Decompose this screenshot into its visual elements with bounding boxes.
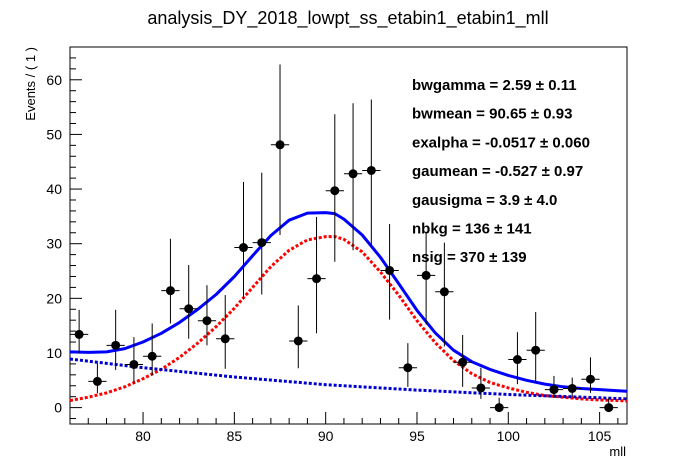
y-axis-label: Events / ( 1 ) <box>23 47 38 121</box>
data-point <box>216 295 235 369</box>
data-point <box>252 172 271 295</box>
total-fit-curve <box>69 211 628 393</box>
data-marker <box>458 357 468 367</box>
data-point <box>106 309 125 370</box>
fit-param-exalpha: exalpha = -0.0517 ± 0.060 <box>412 134 590 151</box>
data-point <box>343 103 363 251</box>
data-point <box>179 265 198 339</box>
plot-frame <box>69 46 628 425</box>
x-tick-label: 85 <box>227 428 243 444</box>
signal-curve <box>69 235 628 403</box>
fit-parameter-box: bwgamma = 2.59 ± 0.11 bwmean = 90.65 ± 0.… <box>412 77 590 266</box>
data-point <box>197 285 217 346</box>
data-marker <box>74 329 84 339</box>
data-point <box>124 337 144 384</box>
fit-param-nbkg: nbkg = 136 ± 141 <box>412 221 532 238</box>
data-point <box>398 343 417 387</box>
fit-curves <box>69 211 628 403</box>
data-point <box>70 309 89 354</box>
background-curve <box>69 357 628 401</box>
data-point <box>508 332 527 385</box>
y-tick-label: 60 <box>46 72 62 88</box>
chart-title: analysis_DY_2018_lowpt_ss_etabin1_etabin… <box>147 8 548 29</box>
data-point <box>453 334 472 387</box>
data-marker <box>147 351 157 361</box>
data-point <box>416 231 436 325</box>
data-marker <box>585 374 595 384</box>
fit-param-bwmean: bwmean = 90.65 ± 0.93 <box>412 106 572 123</box>
y-axis: 0 10 20 30 40 50 60 <box>46 57 82 420</box>
data-marker <box>531 345 541 355</box>
data-marker <box>476 383 486 393</box>
data-marker <box>421 270 431 280</box>
data-marker <box>111 340 121 350</box>
data-point <box>289 305 308 369</box>
data-point <box>234 181 253 300</box>
data-marker <box>567 383 577 393</box>
fit-param-gaumean: gaumean = -0.527 ± 0.97 <box>412 163 583 180</box>
data-point <box>161 238 180 324</box>
x-tick-label: 90 <box>318 428 334 444</box>
data-marker <box>385 265 395 275</box>
data-marker <box>604 403 614 413</box>
data-marker <box>184 304 194 314</box>
data-point <box>270 64 290 235</box>
y-tick-label: 10 <box>46 345 62 361</box>
data-marker <box>330 186 340 196</box>
data-point <box>362 99 381 247</box>
data-point <box>307 216 326 334</box>
data-marker <box>129 359 139 369</box>
data-point <box>490 397 509 413</box>
x-axis-label: mll <box>609 444 626 459</box>
y-tick-label: 30 <box>46 236 62 252</box>
x-tick-label: 80 <box>135 428 151 444</box>
y-tick-label: 20 <box>46 290 62 306</box>
data-point <box>325 114 344 262</box>
y-tick-label: 50 <box>46 126 62 142</box>
data-point <box>526 311 545 384</box>
data-marker <box>220 334 230 344</box>
data-point <box>143 323 162 376</box>
x-tick-label: 100 <box>497 428 521 444</box>
data-marker <box>202 316 212 326</box>
y-tick-label: 40 <box>46 181 62 197</box>
data-point <box>544 375 564 398</box>
data-marker <box>293 336 303 346</box>
fit-param-bwgamma: bwgamma = 2.59 ± 0.11 <box>412 77 577 94</box>
data-marker <box>549 385 559 395</box>
data-point <box>471 367 491 399</box>
y-tick-label: 0 <box>54 400 62 416</box>
data-marker <box>366 165 376 175</box>
data-marker <box>275 140 285 150</box>
data-marker <box>312 274 322 284</box>
data-marker <box>512 355 522 365</box>
data-marker <box>165 286 175 296</box>
data-points <box>70 64 618 413</box>
fit-param-nsig: nsig = 370 ± 139 <box>412 249 527 266</box>
data-point <box>435 242 454 347</box>
fit-param-gausigma: gausigma = 3.9 ± 4.0 <box>412 192 557 209</box>
data-point <box>380 224 399 320</box>
x-axis: 80 85 90 95 100 105 <box>69 412 619 444</box>
data-marker <box>348 169 358 179</box>
data-point <box>88 363 107 394</box>
x-tick-label: 105 <box>588 428 612 444</box>
data-marker <box>257 238 267 248</box>
data-marker <box>439 287 449 297</box>
data-marker <box>238 243 248 253</box>
data-marker <box>92 376 102 386</box>
data-point <box>599 397 618 413</box>
data-marker <box>494 403 504 413</box>
x-tick-label: 95 <box>409 428 425 444</box>
data-point <box>563 377 582 397</box>
data-marker <box>403 363 413 373</box>
data-point <box>581 357 600 393</box>
